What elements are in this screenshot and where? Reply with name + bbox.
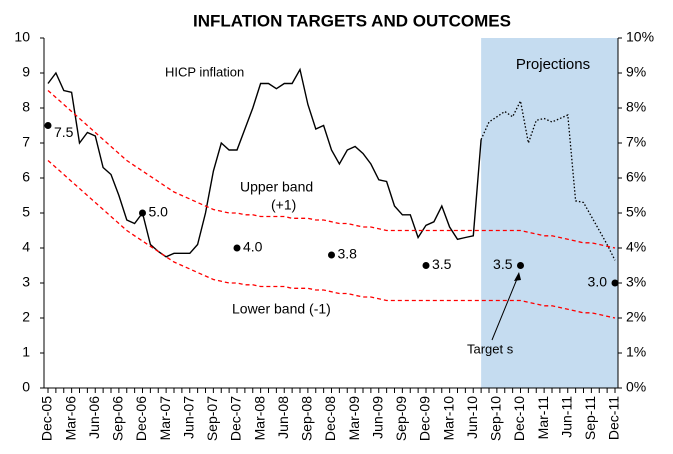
x-tick-label: Jun-09 [369, 396, 385, 439]
y-tick-label: 9 [22, 64, 30, 80]
x-tick-label: Dec-07 [228, 396, 244, 441]
x-tick-label: Dec-11 [606, 396, 622, 440]
projection-shade [481, 38, 618, 388]
y-tick-label: 5 [22, 204, 30, 220]
target-point [139, 209, 146, 217]
y2-tick-label: 9% [626, 64, 646, 80]
x-tick-label: Sep-07 [204, 396, 220, 441]
x-tick-label: Jun-07 [180, 396, 196, 439]
y2-tick-label: 3% [626, 274, 646, 290]
target-point [611, 279, 619, 287]
x-tick-label: Sep-09 [393, 396, 409, 441]
y-tick-label: 0 [22, 379, 30, 395]
y-tick-label: 2 [22, 309, 30, 325]
x-tick-label: Dec-06 [133, 396, 149, 441]
y2-tick-label: 5% [626, 204, 646, 220]
series-line [47, 90, 616, 249]
x-tick-label: Dec-09 [417, 396, 433, 441]
target-label: 3.5 [432, 256, 452, 272]
y2-tick-label: 6% [626, 169, 646, 185]
y-tick-label: 4 [22, 239, 30, 255]
shade-layer [481, 38, 618, 388]
target-label: 3.5 [493, 256, 513, 272]
target-point [517, 262, 524, 269]
x-tick-label: Mar-09 [346, 396, 362, 441]
x-tick-label: Mar-10 [440, 396, 456, 441]
chart-title: INFLATION TARGETS AND OUTCOMES [193, 11, 511, 30]
x-tick-label: Mar-06 [62, 396, 78, 441]
annotation-arrow [491, 273, 520, 341]
target-point [328, 251, 335, 259]
y-tick-label: 8 [22, 99, 30, 115]
x-tick-label: Jun-11 [558, 396, 574, 438]
annotation: Upper band [240, 179, 313, 195]
y2-tick-label: 2% [626, 309, 646, 325]
y-tick-label: 7 [22, 134, 30, 150]
y-tick-label: 6 [22, 169, 30, 185]
y-tick-label: 3 [22, 274, 30, 290]
x-tick-label: Sep-10 [488, 396, 504, 441]
x-tick-label: Jun-10 [464, 396, 480, 439]
target-label: 4.0 [243, 239, 263, 255]
x-tick-label: Dec-08 [322, 396, 338, 441]
target-label: 3.8 [338, 246, 358, 262]
y2-tick-label: 1% [626, 344, 646, 360]
target-label: 3.0 [588, 274, 608, 290]
y2-tick-label: 8% [626, 99, 646, 115]
y-tick-label: 10 [14, 29, 30, 45]
target-label: 7.5 [54, 124, 74, 140]
annotation: (+1) [271, 197, 296, 213]
y-tick-label: 1 [22, 344, 30, 360]
y2-tick-label: 10% [626, 29, 654, 45]
target-point [233, 244, 241, 252]
x-tick-label: Dec-05 [39, 396, 55, 441]
x-tick-label: Dec-10 [511, 396, 527, 441]
target-point [44, 122, 52, 129]
y2-tick-label: 7% [626, 134, 646, 150]
series-line [480, 98, 616, 261]
series-line [47, 67, 482, 258]
x-tick-label: Sep-11 [582, 396, 598, 440]
x-tick-label: Mar-11 [535, 396, 551, 440]
annotation: Target s [467, 341, 514, 356]
y2-tick-label: 4% [626, 239, 646, 255]
target-label: 5.0 [149, 204, 169, 220]
x-tick-label: Jun-06 [86, 396, 102, 439]
x-tick-label: Mar-07 [157, 396, 173, 441]
arrow-head [514, 272, 521, 281]
annotation: Projections [516, 56, 590, 73]
target-point [422, 262, 430, 269]
x-tick-label: Jun-08 [275, 396, 291, 439]
x-tick-label: Sep-06 [110, 396, 126, 441]
series-line [47, 160, 616, 319]
annotation: HICP inflation [165, 64, 244, 79]
x-tick-label: Sep-08 [299, 396, 315, 441]
annotation: Lower band (-1) [232, 301, 331, 317]
y2-tick-label: 0% [626, 379, 646, 395]
x-tick-label: Mar-08 [251, 396, 267, 441]
